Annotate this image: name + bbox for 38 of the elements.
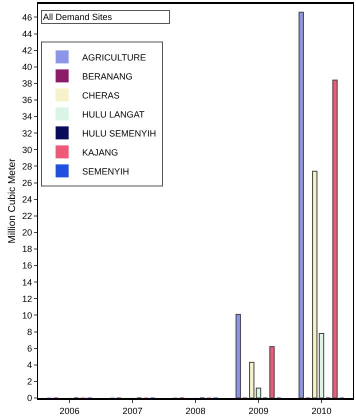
y-tick-label: 14 xyxy=(22,277,32,288)
y-axis-title: Million Cubic Meter xyxy=(7,158,18,244)
y-tick-label: 8 xyxy=(27,326,32,337)
y-tick-label: 46 xyxy=(22,12,32,22)
legend-label: CHERAS xyxy=(82,90,120,100)
y-tick-label: 42 xyxy=(22,46,32,56)
legend-label: KAJANG xyxy=(82,147,118,158)
y-tick-label: 38 xyxy=(22,78,32,89)
legend-label: HULU SEMENYIH xyxy=(82,128,156,138)
y-tick-label: 26 xyxy=(22,178,32,188)
y-tick-label: 34 xyxy=(22,112,32,122)
y-tick-label: 18 xyxy=(22,244,32,254)
y-tick-label: 16 xyxy=(22,260,32,271)
y-tick-label: 44 xyxy=(22,28,32,39)
x-tick-label: 2007 xyxy=(122,406,143,416)
legend-label: BERANANG xyxy=(82,71,133,82)
y-tick-label: 24 xyxy=(22,194,32,204)
y-tick-label: 36 xyxy=(22,95,32,106)
x-tick-label: 2006 xyxy=(59,406,80,416)
x-tick-label: 2010 xyxy=(311,406,332,416)
annotation: All Demand Sites xyxy=(43,12,113,22)
y-tick-label: 20 xyxy=(22,228,32,238)
legend-label: SEMENYIH xyxy=(82,166,130,176)
y-tick-label: 12 xyxy=(22,294,32,304)
y-tick-label: 0 xyxy=(27,393,32,404)
legend-label: AGRICULTURE xyxy=(82,52,146,62)
legend-label: HULU LANGAT xyxy=(82,109,145,120)
x-tick-label: 2008 xyxy=(185,406,206,416)
y-tick-label: 4 xyxy=(27,360,32,370)
x-tick-label: 2009 xyxy=(248,406,269,416)
y-tick-label: 32 xyxy=(22,128,32,138)
y-tick-label: 22 xyxy=(22,211,32,222)
y-tick-label: 28 xyxy=(22,161,32,172)
y-tick-label: 6 xyxy=(27,343,32,354)
y-tick-label: 40 xyxy=(22,62,32,72)
y-tick-label: 30 xyxy=(22,144,32,155)
y-tick-label: 2 xyxy=(27,376,32,387)
y-tick-label: 10 xyxy=(22,310,32,320)
